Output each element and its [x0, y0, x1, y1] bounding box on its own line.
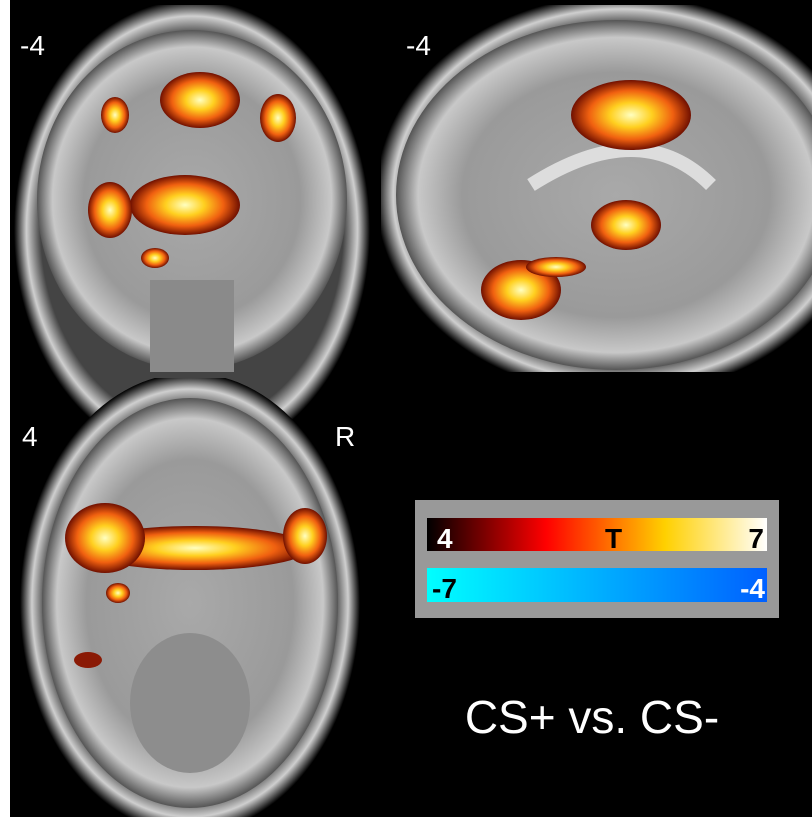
occipital [130, 633, 250, 773]
activation [74, 652, 102, 668]
caption: CS+ vs. CS- [465, 691, 719, 743]
activation [141, 248, 169, 268]
colorbar: 4 T 7 -7 -4 [415, 500, 779, 618]
negative-scale [427, 568, 767, 602]
activation [130, 175, 240, 235]
activation [260, 94, 296, 142]
brainstem [150, 280, 234, 372]
colorbar-neg-min: -7 [432, 573, 457, 604]
positive-scale [427, 518, 767, 551]
activation [65, 503, 145, 573]
activation [591, 200, 661, 250]
axial-slice: 4 R [20, 373, 360, 817]
activation [106, 583, 130, 603]
page: -4 -4 4 R 4 T 7 -7 -4 CS+ vs. CS- (() [0, 0, 812, 817]
activation [283, 508, 327, 564]
activation [571, 80, 691, 150]
colorbar-neg-max: -4 [740, 573, 765, 604]
slice-label: -4 [406, 30, 431, 61]
activation [526, 257, 586, 277]
figure: -4 -4 4 R 4 T 7 -7 -4 CS+ vs. CS- [0, 0, 812, 817]
slice-label: -4 [20, 30, 45, 61]
activation [88, 182, 132, 238]
activation [101, 97, 129, 133]
divider [375, 0, 381, 378]
colorbar-min: 4 [437, 523, 453, 554]
activation [160, 72, 240, 128]
colorbar-stat: T [605, 523, 622, 554]
slice-label: 4 [22, 421, 38, 452]
side-label: R [335, 421, 355, 452]
colorbar-max: 7 [748, 523, 764, 554]
clip [10, 0, 374, 5]
